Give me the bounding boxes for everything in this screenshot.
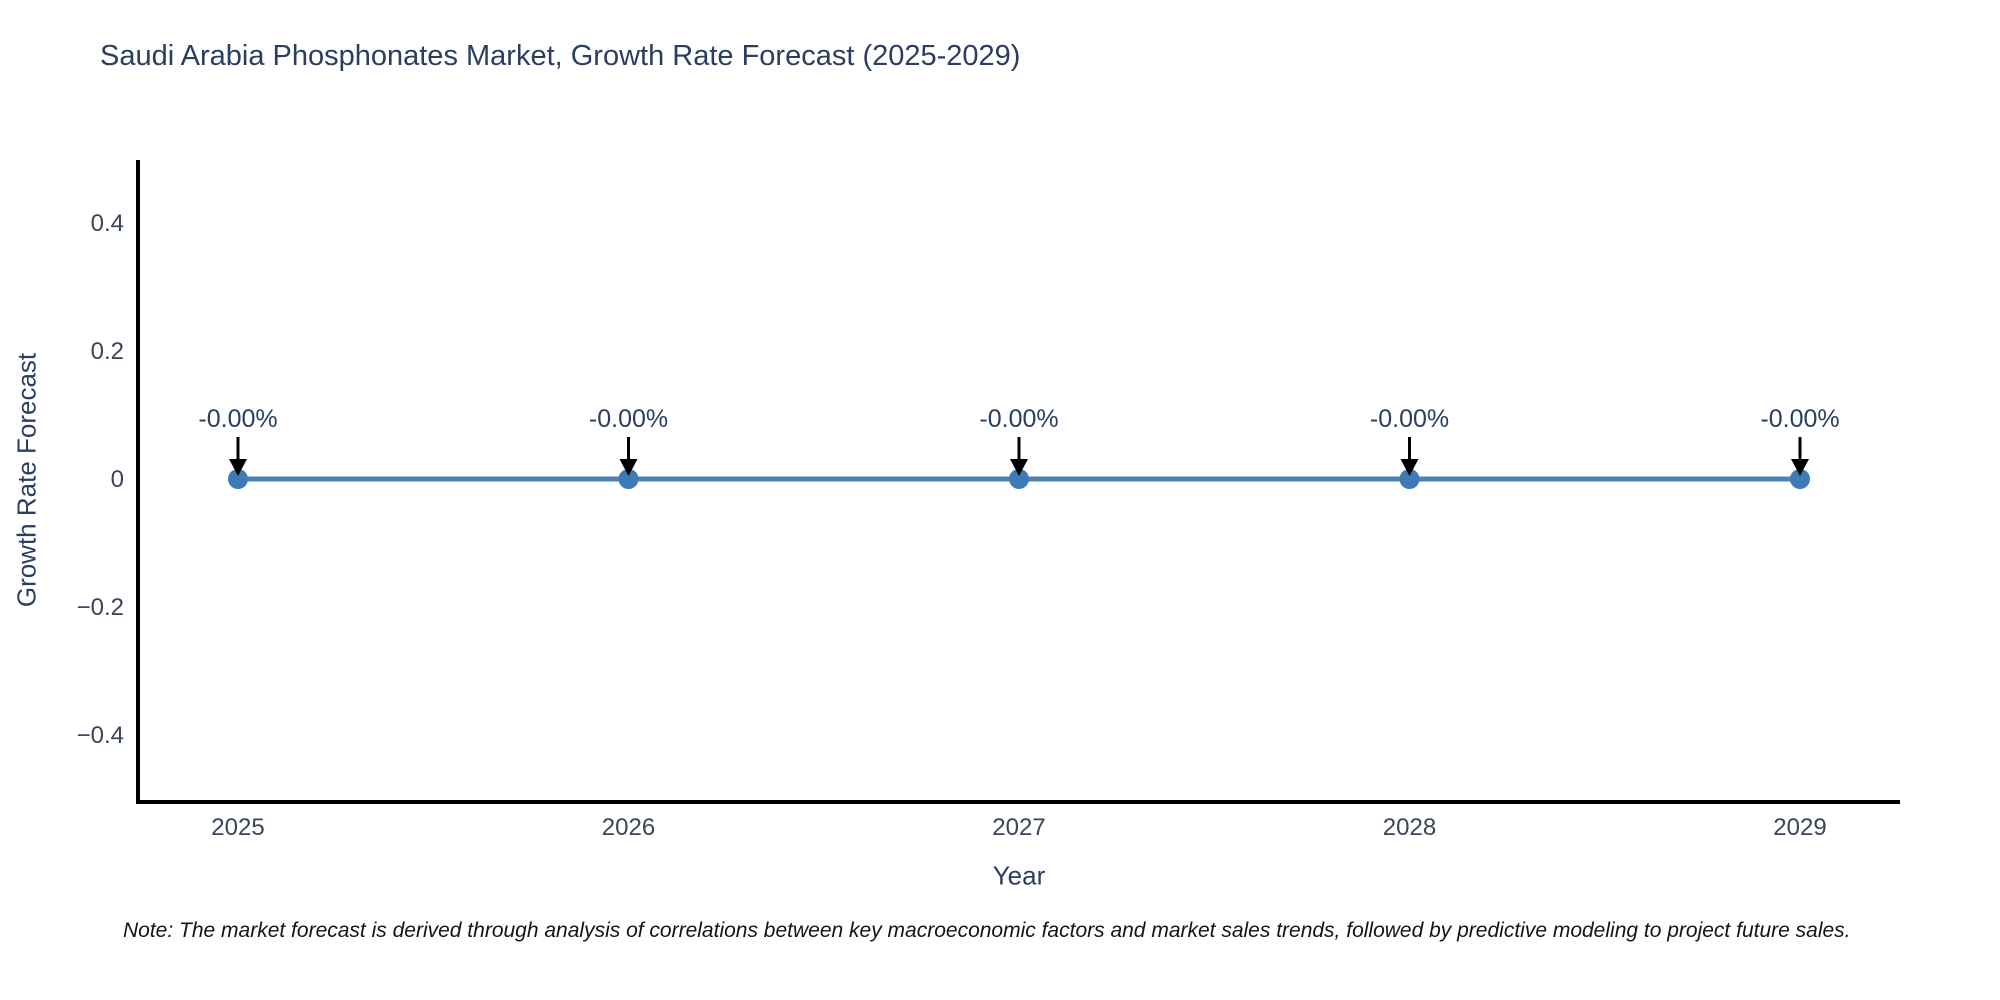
x-axis-title: Year [992,860,1046,891]
y-tick-label: 0 [111,466,124,493]
footnote: Note: The market forecast is derived thr… [123,919,1851,942]
annotation-arrow-head [1791,459,1809,476]
annotation-label: -0.00% [589,405,668,433]
data-point-marker [1009,469,1029,489]
y-axis-title: Growth Rate Forecast [11,352,42,608]
data-point-marker [1399,469,1420,489]
y-tick-label: −0.2 [77,594,124,621]
annotation-label: -0.00% [979,405,1058,433]
data-point-marker [618,469,639,489]
annotation-arrow-head [1010,459,1028,476]
x-tick-label: 2029 [1773,814,1826,841]
x-tick-label: 2025 [211,814,264,841]
y-tick-label: 0.2 [91,338,124,365]
x-tick-label: 2027 [992,814,1045,841]
y-tick-label: 0.4 [91,210,124,237]
chart-title: Saudi Arabia Phosphonates Market, Growth… [100,40,1021,72]
annotation-label: -0.00% [1370,405,1449,433]
annotation-label: -0.00% [1760,405,1839,433]
x-tick-label: 2026 [602,814,655,841]
data-point-marker [1790,469,1810,489]
data-point-marker [228,469,248,489]
annotation-arrow-head [619,459,638,476]
annotation-arrow-head [1400,459,1419,476]
annotation-arrow-head [229,459,247,476]
y-tick-label: −0.4 [77,722,124,749]
annotation-label: -0.00% [198,405,277,433]
x-tick-label: 2028 [1383,814,1436,841]
